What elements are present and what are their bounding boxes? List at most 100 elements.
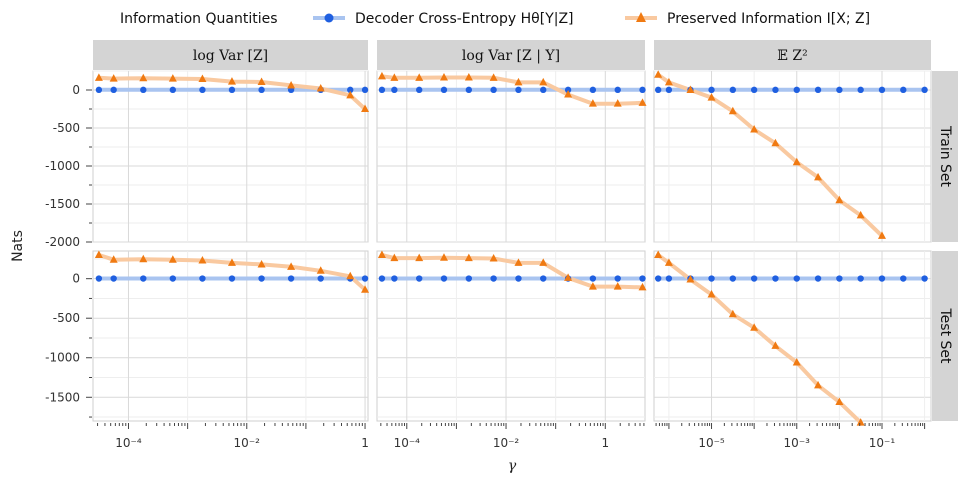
point-preserved-information (109, 74, 118, 82)
point-cross-entropy (878, 275, 886, 282)
point-preserved-information (877, 231, 886, 239)
point-preserved-information (728, 309, 737, 318)
point-cross-entropy (95, 86, 103, 94)
point-cross-entropy (665, 86, 673, 94)
point-cross-entropy (639, 275, 646, 282)
point-cross-entropy (110, 86, 117, 94)
point-cross-entropy (515, 86, 522, 94)
x-tick-label: 1 (361, 436, 369, 450)
point-cross-entropy (391, 275, 398, 282)
point-cross-entropy (378, 275, 386, 282)
point-preserved-information (316, 83, 325, 92)
point-cross-entropy (228, 86, 236, 94)
x-tick-label: 1 (601, 436, 609, 450)
point-preserved-information (316, 266, 325, 274)
x-axis-label: γ (508, 458, 517, 474)
point-preserved-information (439, 253, 448, 261)
x-tick-label: 10⁻⁴ (115, 436, 142, 450)
y-tick-label: -1000 (45, 159, 80, 173)
point-preserved-information (361, 104, 370, 112)
panel (376, 70, 647, 243)
point-preserved-information (287, 80, 296, 89)
point-preserved-information (707, 289, 716, 298)
point-preserved-information (139, 254, 148, 263)
point-cross-entropy (878, 86, 886, 94)
legend-marker-preserved-information (636, 12, 646, 22)
panel (376, 250, 647, 422)
series-line-preserved-information (381, 253, 643, 290)
point-preserved-information (686, 274, 695, 283)
y-tick-label: -1500 (45, 390, 80, 404)
x-tick-label: 10⁻⁵ (698, 436, 725, 450)
point-preserved-information (377, 71, 386, 80)
point-cross-entropy (440, 86, 448, 94)
point-preserved-information (489, 73, 498, 81)
point-cross-entropy (900, 86, 907, 94)
point-cross-entropy (665, 275, 673, 282)
y-tick-label: -500 (53, 311, 80, 325)
point-preserved-information (638, 98, 647, 106)
point-cross-entropy (515, 275, 522, 282)
point-preserved-information (464, 72, 473, 81)
column-strip (377, 40, 645, 70)
point-cross-entropy (465, 86, 473, 94)
panel-background (92, 70, 369, 243)
panel (92, 250, 370, 422)
point-preserved-information (390, 253, 399, 262)
point-cross-entropy (654, 275, 662, 282)
point-preserved-information (489, 254, 498, 262)
point-preserved-information (814, 380, 823, 389)
column-strip-label: 𝔼 Z² (777, 48, 807, 64)
point-cross-entropy (490, 275, 497, 282)
point-preserved-information (539, 77, 548, 86)
point-preserved-information (707, 93, 716, 101)
point-cross-entropy (169, 86, 177, 94)
column-strip (654, 40, 931, 70)
y-tick-label: -1500 (45, 197, 80, 211)
point-preserved-information (377, 250, 386, 258)
point-cross-entropy (169, 275, 177, 282)
point-cross-entropy (857, 86, 864, 94)
point-preserved-information (514, 258, 523, 266)
point-preserved-information (654, 250, 663, 258)
row-strip-label: Train Set (937, 125, 953, 188)
point-preserved-information (287, 262, 296, 270)
point-cross-entropy (317, 275, 324, 282)
legend-label-cross-entropy: Decoder Cross-Entropy Hθ[Y|Z] (355, 11, 574, 27)
point-preserved-information (227, 77, 236, 85)
point-cross-entropy (750, 86, 758, 94)
point-preserved-information (856, 210, 865, 219)
point-preserved-information (835, 195, 844, 204)
legend-title: Information Quantities (120, 11, 278, 27)
point-preserved-information (613, 282, 622, 290)
point-preserved-information (750, 323, 759, 331)
column-strip-label: log Var [Z] (193, 48, 268, 64)
point-preserved-information (198, 74, 207, 82)
point-cross-entropy (708, 275, 715, 282)
point-preserved-information (415, 73, 424, 81)
point-cross-entropy (564, 86, 572, 94)
point-cross-entropy (287, 275, 295, 282)
point-preserved-information (257, 77, 266, 86)
y-tick-label: 0 (72, 272, 80, 286)
point-preserved-information (588, 99, 597, 107)
point-cross-entropy (361, 275, 369, 282)
point-preserved-information (539, 258, 548, 266)
point-cross-entropy (110, 275, 117, 282)
panel (653, 70, 932, 243)
point-cross-entropy (836, 275, 843, 282)
point-cross-entropy (589, 275, 597, 282)
point-preserved-information (198, 255, 207, 264)
point-cross-entropy (465, 275, 473, 282)
point-cross-entropy (95, 275, 103, 282)
point-preserved-information (564, 273, 573, 281)
point-preserved-information (257, 259, 266, 268)
point-cross-entropy (258, 275, 265, 282)
point-cross-entropy (391, 86, 398, 94)
point-preserved-information (771, 341, 780, 349)
x-tick-label: 10⁻² (493, 436, 520, 450)
point-preserved-information (792, 357, 801, 366)
point-cross-entropy (347, 86, 354, 94)
point-cross-entropy (708, 86, 715, 94)
